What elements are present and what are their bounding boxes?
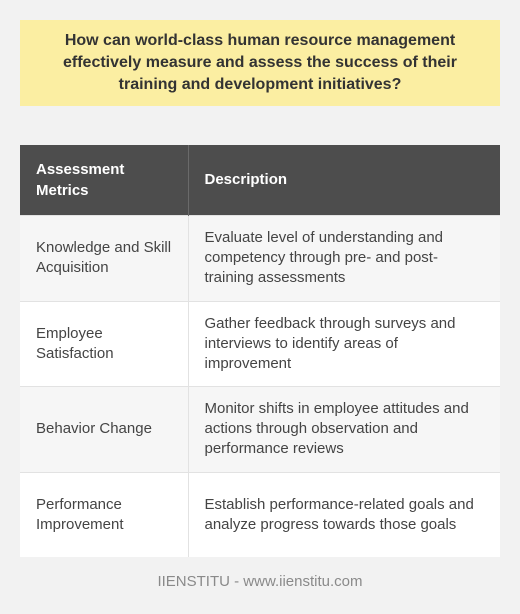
description-cell: Evaluate level of understanding and comp… [188, 214, 500, 301]
table-header-row: Assessment Metrics Description [20, 145, 500, 215]
header-assessment-metrics: Assessment Metrics [20, 145, 188, 215]
metric-cell: Knowledge and Skill Acquisition [20, 214, 189, 301]
assessment-table: Assessment Metrics Description Knowledge… [20, 145, 500, 557]
description-cell: Monitor shifts in employee attitudes and… [188, 385, 500, 472]
description-cell: Gather feedback through surveys and inte… [188, 300, 500, 386]
question-text: How can world-class human resource manag… [63, 32, 457, 93]
table-row: Behavior Change Monitor shifts in employ… [20, 385, 500, 472]
metric-cell: Employee Satisfaction [20, 300, 189, 386]
metric-cell: Behavior Change [20, 385, 189, 472]
metric-cell: Performance Improvement [20, 471, 189, 557]
table-row: Employee Satisfaction Gather feedback th… [20, 300, 500, 386]
header-description: Description [187, 145, 500, 215]
footer-credit: IIENSTITU - www.iienstitu.com [157, 573, 363, 590]
description-cell: Establish performance-related goals and … [188, 471, 500, 557]
table-row: Performance Improvement Establish perfor… [20, 471, 500, 557]
question-box: How can world-class human resource manag… [20, 20, 500, 106]
table-row: Knowledge and Skill Acquisition Evaluate… [20, 214, 500, 301]
